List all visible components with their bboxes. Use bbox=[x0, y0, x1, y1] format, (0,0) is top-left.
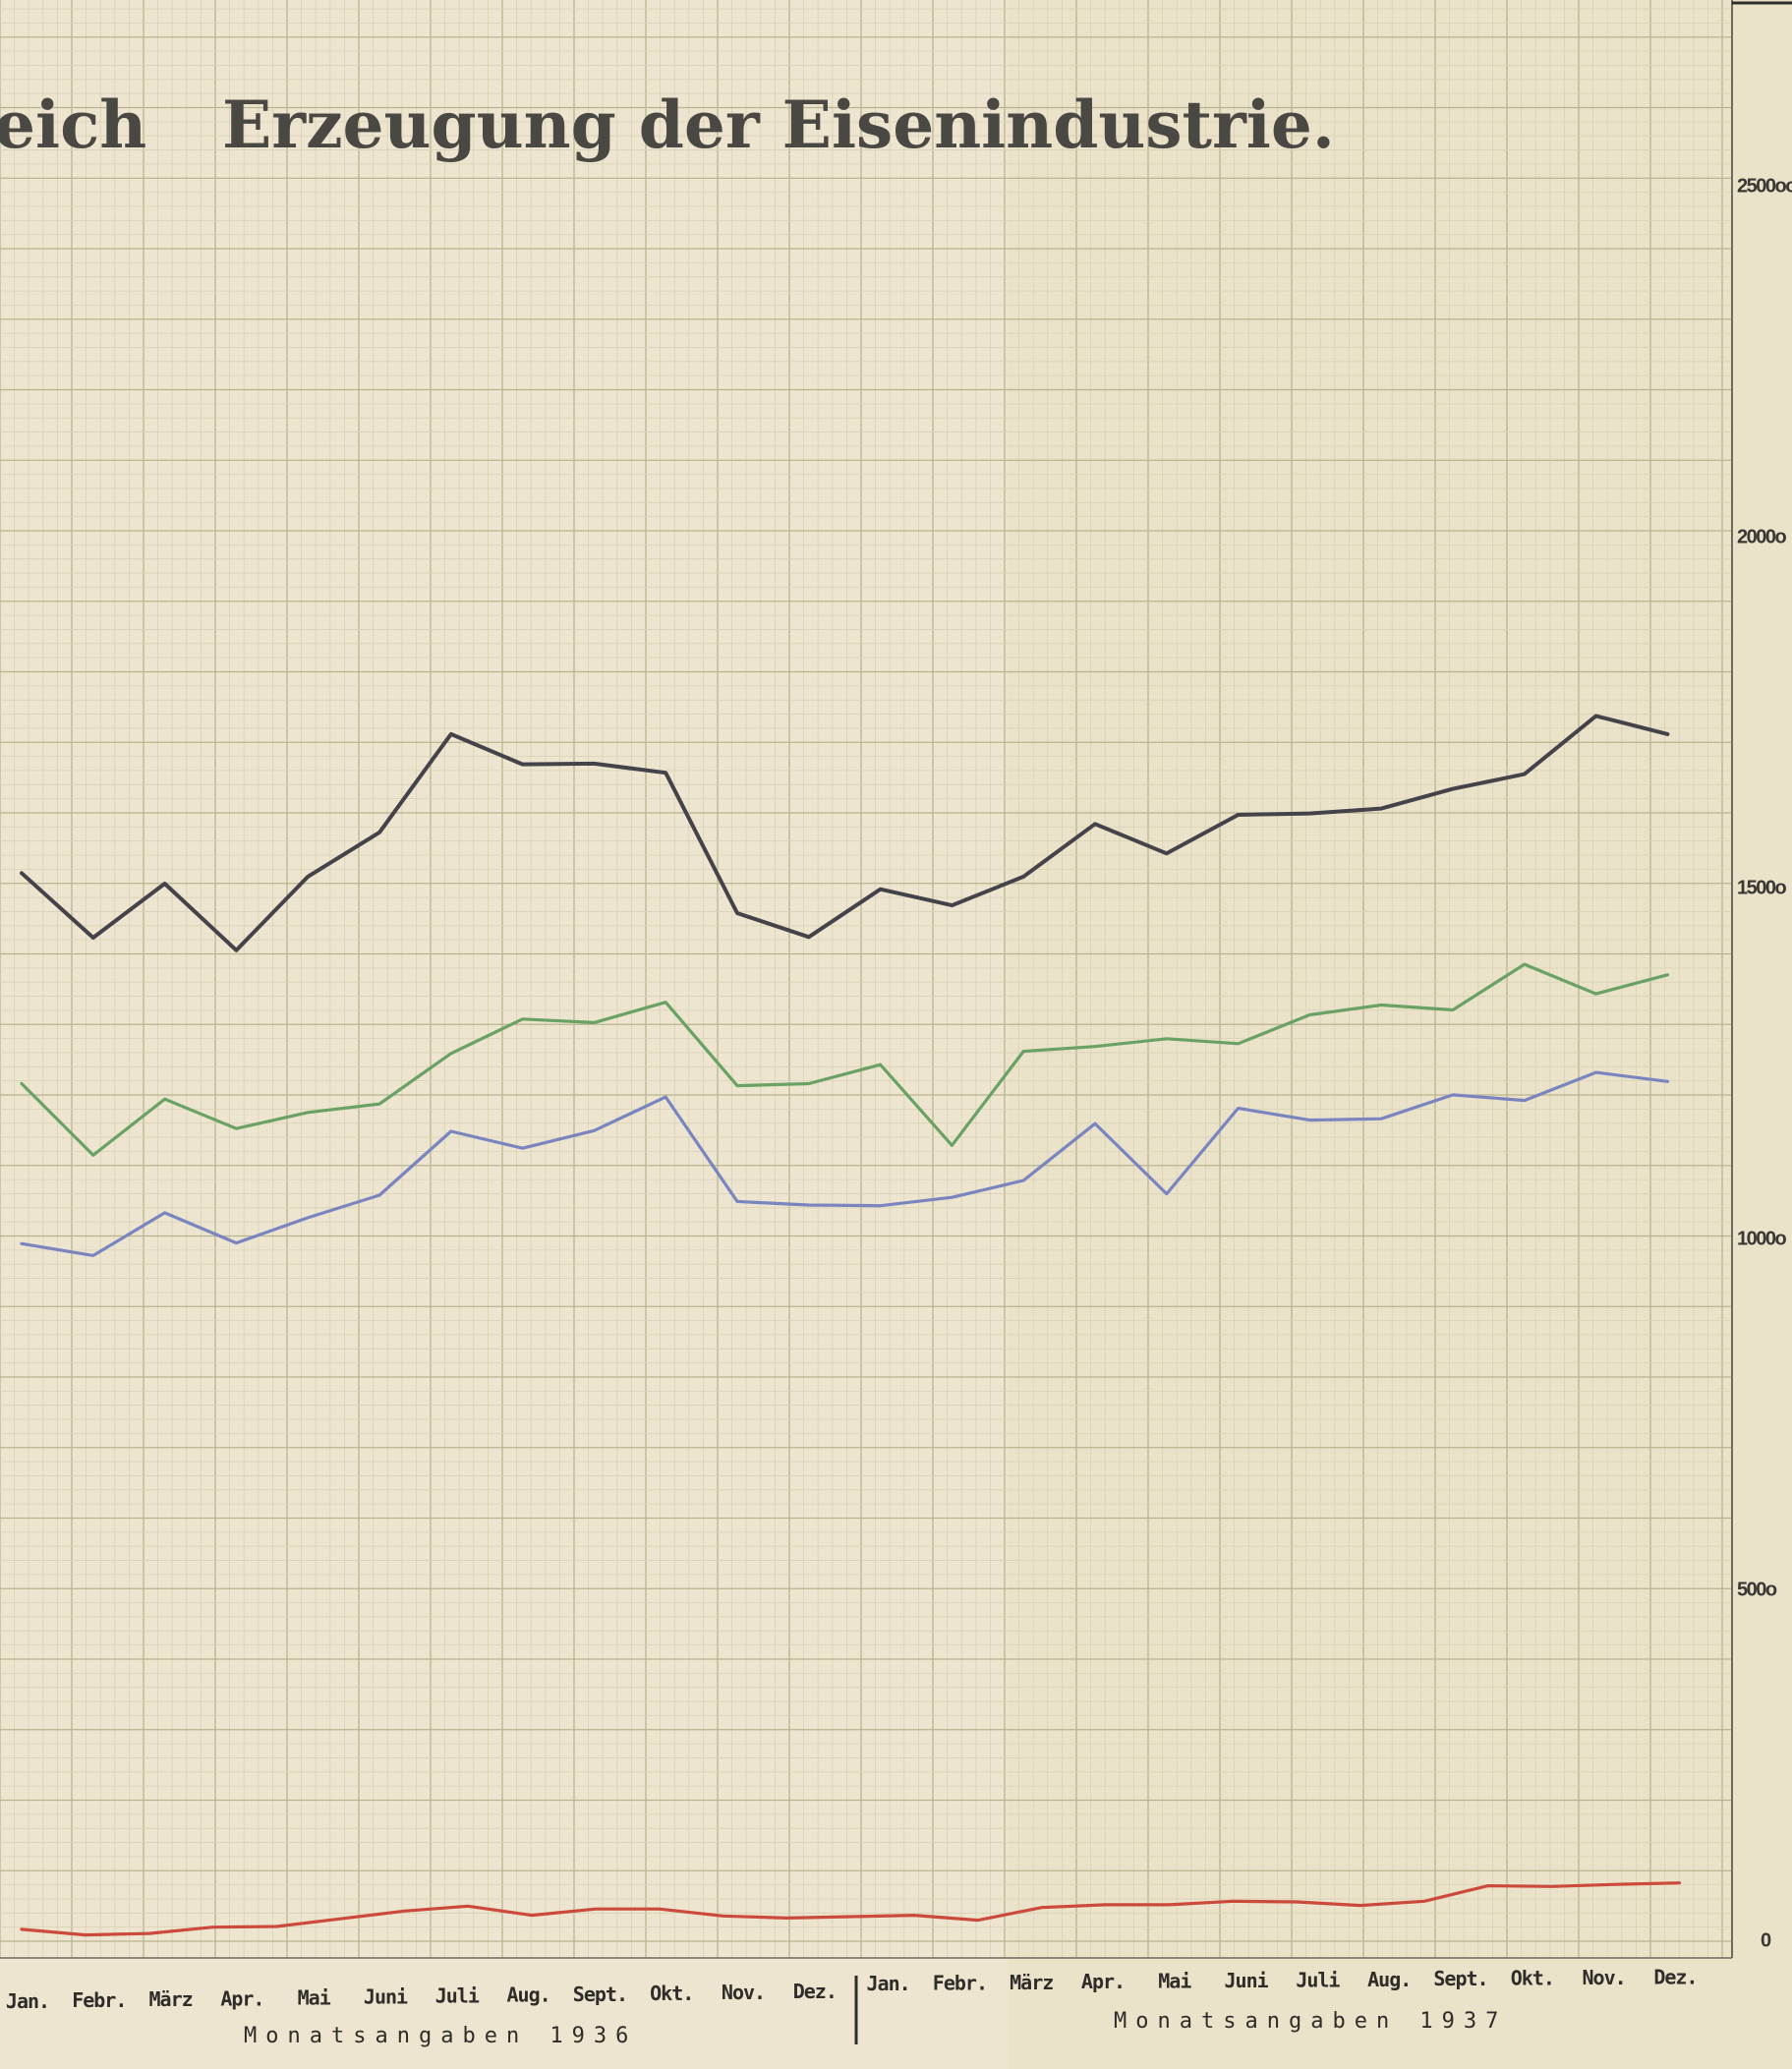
x-tick-label: Febr. bbox=[933, 1971, 987, 1994]
y-tick-label: 2500oo bbox=[1737, 175, 1792, 197]
y-tick-label: 0 bbox=[1761, 1929, 1771, 1951]
y-tick-label: 2000o bbox=[1737, 526, 1786, 547]
x-tick-label: Juli bbox=[435, 1984, 480, 2008]
x-tick-label: Okt. bbox=[1511, 1967, 1554, 1990]
series-line-3 bbox=[20, 1070, 1670, 1258]
y-tick-label: 500o bbox=[1737, 1579, 1777, 1600]
series-line-2 bbox=[20, 962, 1670, 1157]
x-tick-label: Sept. bbox=[1433, 1967, 1487, 1990]
x-tick-label: Febr. bbox=[72, 1988, 126, 2012]
x-tick-label: Dez. bbox=[1653, 1965, 1697, 1988]
y-tick-label: 1500o bbox=[1737, 877, 1786, 898]
xlabel-1936: Monatsangaben 1936 bbox=[244, 2024, 637, 2048]
paper-shade-right bbox=[1008, 0, 1792, 2069]
y-tick-label: 1000o bbox=[1737, 1228, 1786, 1249]
x-tick-label: Apr. bbox=[220, 1986, 263, 2010]
x-tick-label: Dez. bbox=[793, 1980, 837, 2003]
x-tick-label: Mai bbox=[298, 1985, 331, 2009]
x-tick-label: Juni bbox=[1225, 1969, 1269, 1992]
x-tick-label: Juli bbox=[1296, 1968, 1340, 1991]
series-layer bbox=[20, 714, 1682, 1937]
y-tick-labels: 0 500o 1000o 1500o 2000o 2500oo bbox=[1737, 175, 1792, 1951]
x-tick-label: Jan. bbox=[867, 1972, 910, 1995]
x-tick-label: Aug. bbox=[507, 1983, 550, 2007]
x-tick-label: Sept. bbox=[573, 1983, 627, 2006]
x-tick-label: März bbox=[149, 1987, 193, 2011]
x-tick-label: Okt. bbox=[650, 1982, 693, 2005]
x-tick-label: März bbox=[1010, 1971, 1053, 1994]
x-tick-label: Apr. bbox=[1081, 1970, 1125, 1993]
x-tick-labels: Jan. Febr. März Apr. Mai Juni Juli Aug. Sept. Okt… bbox=[6, 1965, 1699, 2013]
x-tick-label: Nov. bbox=[1583, 1966, 1626, 1989]
x-tick-label: Aug. bbox=[1367, 1968, 1411, 1991]
series-line-1 bbox=[20, 714, 1670, 952]
x-tick-label: Mai bbox=[1158, 1970, 1191, 1993]
chart-title: Erzeugung der Eisenindustrie. bbox=[222, 86, 1335, 163]
x-tick-label: Nov. bbox=[722, 1981, 765, 2004]
xlabel-1937: Monatsangaben 1937 bbox=[1114, 2009, 1507, 2034]
series-line-4 bbox=[20, 1881, 1682, 1937]
x-tick-label: Jan. bbox=[6, 1989, 49, 2013]
chart-title-fragment: eich bbox=[0, 86, 146, 163]
x-tick-label: Juni bbox=[364, 1985, 408, 2009]
grid bbox=[0, 0, 1732, 1958]
